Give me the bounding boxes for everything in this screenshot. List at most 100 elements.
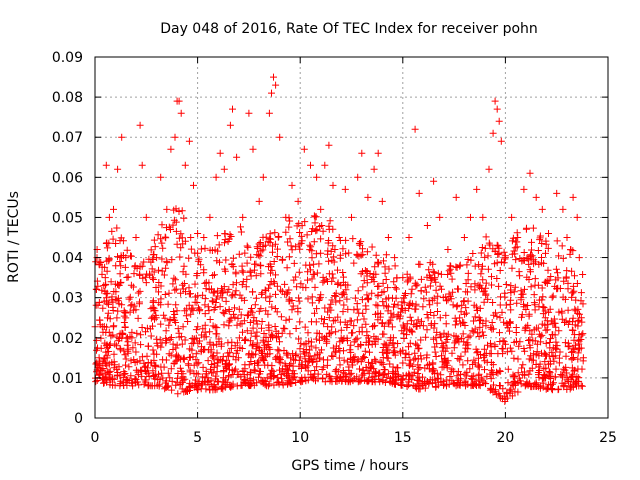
data-point bbox=[295, 220, 303, 228]
data-point bbox=[107, 278, 115, 286]
data-point bbox=[393, 364, 401, 372]
data-point bbox=[539, 293, 547, 301]
data-point bbox=[182, 312, 190, 320]
data-point bbox=[209, 289, 217, 297]
data-point bbox=[124, 347, 132, 355]
data-point bbox=[264, 382, 272, 390]
data-point bbox=[400, 299, 408, 307]
data-point bbox=[380, 288, 388, 296]
data-point bbox=[113, 224, 121, 232]
data-point bbox=[333, 374, 341, 382]
data-point bbox=[334, 279, 342, 287]
data-point bbox=[458, 301, 466, 309]
data-point bbox=[285, 253, 293, 261]
data-point bbox=[231, 304, 238, 312]
data-point bbox=[351, 294, 359, 302]
data-point bbox=[213, 324, 221, 332]
data-point bbox=[481, 357, 489, 365]
data-point bbox=[346, 346, 354, 354]
data-point bbox=[430, 294, 438, 302]
data-point bbox=[567, 383, 575, 391]
data-point bbox=[335, 234, 343, 241]
data-point bbox=[147, 305, 155, 313]
data-point bbox=[508, 237, 516, 245]
data-point bbox=[332, 328, 340, 336]
data-point bbox=[140, 258, 148, 266]
data-point bbox=[113, 314, 121, 322]
data-point bbox=[312, 335, 320, 343]
data-point bbox=[462, 344, 470, 352]
data-point bbox=[330, 258, 338, 266]
data-point bbox=[297, 365, 305, 372]
data-point bbox=[330, 253, 338, 261]
data-point bbox=[105, 369, 113, 376]
data-point bbox=[313, 269, 321, 277]
data-point bbox=[340, 356, 348, 364]
data-point bbox=[405, 343, 412, 351]
data-point bbox=[543, 317, 551, 325]
data-point bbox=[108, 293, 116, 301]
data-point bbox=[220, 310, 228, 318]
data-point bbox=[94, 301, 102, 309]
data-point bbox=[355, 328, 363, 336]
data-point bbox=[123, 381, 131, 389]
data-point bbox=[304, 329, 312, 337]
y-tick-label: 0.02 bbox=[52, 331, 83, 347]
data-point bbox=[479, 319, 487, 327]
data-point bbox=[367, 364, 375, 372]
data-point bbox=[440, 329, 448, 337]
data-point bbox=[256, 252, 264, 260]
data-point bbox=[422, 333, 430, 341]
data-point bbox=[549, 292, 557, 300]
data-point bbox=[432, 286, 440, 294]
data-point bbox=[510, 247, 518, 255]
data-point bbox=[103, 244, 111, 252]
data-point bbox=[154, 376, 162, 384]
data-point bbox=[236, 344, 244, 352]
data-point bbox=[149, 367, 157, 375]
data-point bbox=[504, 365, 512, 373]
data-point bbox=[283, 264, 291, 272]
data-point bbox=[453, 317, 460, 325]
data-point bbox=[321, 304, 329, 312]
data-point bbox=[496, 382, 503, 389]
data-point bbox=[114, 253, 121, 261]
data-point bbox=[206, 213, 214, 221]
data-point bbox=[545, 276, 553, 284]
y-tick-label: 0.05 bbox=[52, 210, 83, 226]
data-point bbox=[353, 251, 361, 259]
data-point bbox=[151, 243, 159, 251]
data-point bbox=[496, 267, 504, 274]
data-point bbox=[138, 324, 146, 331]
data-point bbox=[425, 380, 433, 388]
data-point bbox=[180, 262, 188, 270]
data-point bbox=[255, 197, 263, 205]
data-point bbox=[538, 296, 546, 304]
data-point bbox=[278, 288, 286, 296]
data-point bbox=[371, 355, 379, 363]
data-point bbox=[273, 253, 281, 260]
data-point bbox=[288, 370, 296, 378]
data-point bbox=[501, 289, 509, 297]
data-point bbox=[548, 293, 556, 301]
data-point bbox=[361, 267, 369, 274]
data-point bbox=[394, 371, 402, 379]
data-point bbox=[162, 383, 170, 391]
data-point bbox=[498, 345, 506, 352]
data-point bbox=[480, 298, 488, 306]
data-point bbox=[99, 357, 107, 365]
data-point bbox=[275, 233, 283, 240]
data-point bbox=[356, 365, 363, 373]
data-point bbox=[397, 381, 405, 389]
data-point bbox=[273, 334, 280, 342]
data-point bbox=[252, 272, 260, 280]
data-point bbox=[320, 356, 327, 364]
data-point bbox=[231, 367, 239, 375]
data-point bbox=[253, 251, 261, 259]
data-point bbox=[157, 363, 165, 371]
data-point bbox=[201, 310, 209, 318]
data-point bbox=[528, 252, 536, 260]
data-point bbox=[484, 341, 491, 349]
data-point bbox=[411, 354, 419, 362]
data-point bbox=[360, 353, 367, 361]
